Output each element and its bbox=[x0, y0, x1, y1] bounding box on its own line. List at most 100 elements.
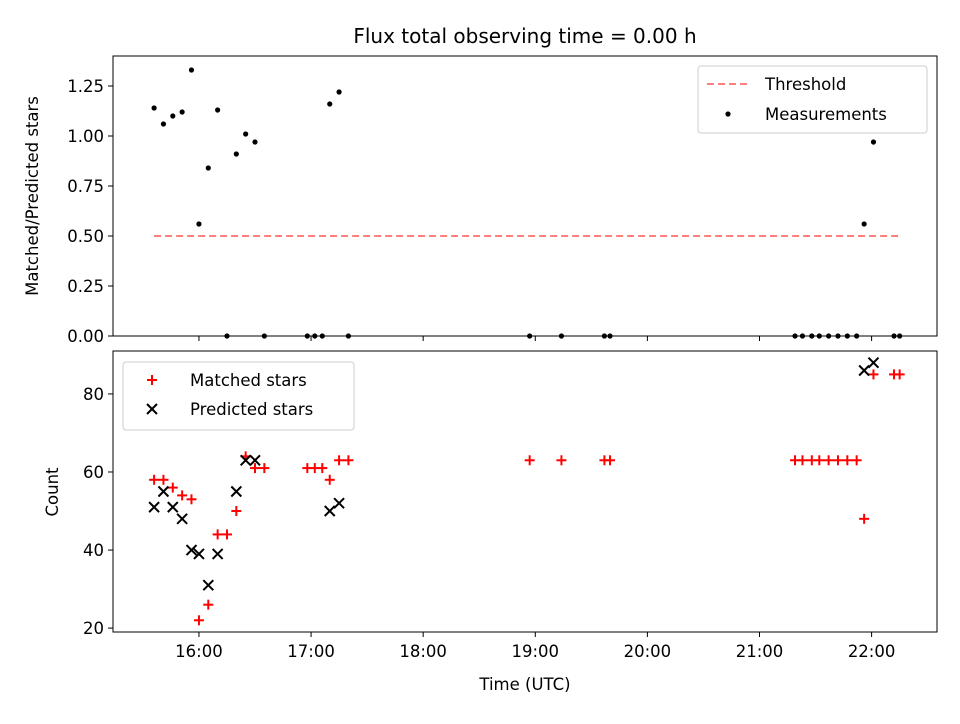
predicted-marker-b bbox=[333, 497, 345, 509]
predicted-star-marker bbox=[249, 454, 261, 466]
bottom-x-tick-label: 20:00 bbox=[624, 642, 672, 661]
measurement-point bbox=[151, 105, 157, 111]
bottom-y-tick-label: 60 bbox=[83, 463, 104, 482]
matched-star-marker bbox=[814, 455, 825, 466]
matched-star-marker bbox=[259, 463, 270, 474]
measurement-points bbox=[151, 67, 903, 339]
top-panel: 0.00 0.25 0.50 0.75 1.00 1.25 Matched/Predict… bbox=[23, 55, 938, 346]
legend-matched-swatch bbox=[147, 375, 157, 385]
measurement-point bbox=[809, 333, 815, 339]
matched-star-marker bbox=[524, 455, 535, 466]
legend-measurement-label: Measurements bbox=[765, 105, 887, 124]
top-y-tick-label: 1.25 bbox=[67, 77, 104, 96]
predicted-star-marker bbox=[239, 454, 252, 466]
top-legend-box bbox=[697, 65, 928, 134]
matched-star-marker bbox=[167, 482, 178, 493]
matched-star-marker bbox=[343, 455, 354, 466]
measurement-point bbox=[312, 333, 318, 339]
bottom-axes-frame bbox=[112, 350, 938, 633]
measurement-point bbox=[188, 67, 195, 73]
measurement-point bbox=[252, 139, 258, 145]
predicted-star-marker bbox=[211, 548, 224, 560]
matched-star-marker bbox=[851, 455, 862, 466]
matched-star-marker bbox=[203, 599, 214, 610]
predicted-marker-b bbox=[324, 505, 336, 517]
predicted-star-marker bbox=[157, 485, 170, 498]
measurement-point bbox=[224, 333, 230, 339]
matched-star-marker bbox=[868, 369, 879, 380]
matched-star-marker bbox=[605, 455, 616, 466]
measurement-point bbox=[196, 221, 202, 227]
bottom-y-tick-label: 80 bbox=[83, 385, 104, 404]
bottom-y-tick-label: 20 bbox=[83, 619, 104, 638]
top-y-tick-label: 0.00 bbox=[67, 327, 104, 346]
matched-star-marker bbox=[797, 455, 808, 466]
predicted-marker-b bbox=[202, 579, 214, 591]
predicted-marker-b bbox=[249, 454, 261, 466]
bottom-x-tick-label: 21:00 bbox=[736, 642, 784, 661]
measurement-point bbox=[205, 165, 211, 171]
bottom-x-ticks: 16:00 17:00 18:00 19:00 20:00 21:00 22:00 bbox=[175, 632, 895, 661]
measurement-point bbox=[897, 333, 903, 339]
measurement-point bbox=[336, 89, 342, 95]
measurement-point bbox=[835, 333, 841, 339]
predicted-star-marker bbox=[858, 364, 870, 377]
bottom-panel: 20 40 60 80 16:00 17:00 18:00 19:00 20:00 21:00 2… bbox=[43, 350, 938, 694]
measurement-point bbox=[261, 333, 267, 339]
matched-star-marker bbox=[221, 529, 232, 540]
predicted-star-marker bbox=[202, 579, 214, 591]
matched-star-marker bbox=[334, 455, 345, 466]
predicted-star-marker bbox=[867, 357, 880, 369]
matched-star-marker bbox=[859, 513, 870, 524]
bottom-x-tick-label: 22:00 bbox=[848, 642, 896, 661]
top-y-axis-label: Matched/Predicted stars bbox=[23, 96, 42, 296]
predicted-star-marker bbox=[185, 544, 198, 556]
bottom-x-tick-label: 19:00 bbox=[511, 642, 559, 661]
measurement-point bbox=[319, 333, 325, 339]
matched-star-marker bbox=[186, 494, 197, 505]
measurement-point bbox=[160, 121, 167, 127]
predicted-marker-b bbox=[230, 485, 243, 498]
measurement-point bbox=[233, 151, 239, 157]
measurement-point bbox=[601, 333, 608, 339]
matched-star-marker bbox=[212, 529, 223, 540]
measurement-point bbox=[607, 333, 613, 339]
predicted-marker-b bbox=[176, 513, 188, 525]
legend-measurement-swatch bbox=[725, 111, 731, 117]
matched-star-marker bbox=[193, 615, 204, 626]
predicted-star-marker bbox=[324, 505, 336, 517]
matched-star-marker bbox=[324, 474, 335, 485]
matched-star-marker bbox=[832, 455, 843, 466]
matched-star-marker bbox=[250, 463, 261, 474]
count-points bbox=[148, 357, 905, 626]
figure-title: Flux total observing time = 0.00 h bbox=[353, 24, 696, 48]
measurement-point bbox=[243, 131, 249, 137]
predicted-star-marker bbox=[193, 548, 205, 560]
matched-star-marker bbox=[556, 455, 567, 466]
top-y-ticks: 0.00 0.25 0.50 0.75 1.00 1.25 bbox=[67, 77, 113, 346]
top-y-tick-label: 0.25 bbox=[67, 277, 104, 296]
x-axis-label: Time (UTC) bbox=[478, 675, 570, 694]
top-axes-frame bbox=[112, 55, 938, 337]
top-legend: Threshold Measurements bbox=[697, 65, 928, 134]
matched-star-marker bbox=[317, 463, 328, 474]
predicted-marker-b bbox=[193, 548, 205, 560]
predicted-star-marker bbox=[230, 485, 243, 498]
measurement-point bbox=[816, 333, 822, 339]
measurement-point bbox=[844, 333, 850, 339]
predicted-star-marker bbox=[167, 501, 179, 513]
predicted-star-marker bbox=[176, 513, 188, 525]
legend-predicted-swatch bbox=[146, 403, 158, 415]
measurement-point bbox=[327, 101, 333, 107]
predicted-marker-b bbox=[148, 501, 160, 513]
measurement-point bbox=[304, 333, 310, 339]
predicted-marker-b bbox=[867, 357, 880, 369]
measurement-point bbox=[179, 109, 185, 115]
legend-threshold-label: Threshold bbox=[764, 75, 846, 94]
measurement-point bbox=[558, 333, 565, 339]
bottom-y-ticks: 20 40 60 80 bbox=[83, 385, 113, 638]
predicted-marker-b bbox=[239, 454, 252, 466]
bottom-x-tick-label: 18:00 bbox=[399, 642, 447, 661]
measurement-point bbox=[345, 333, 352, 339]
